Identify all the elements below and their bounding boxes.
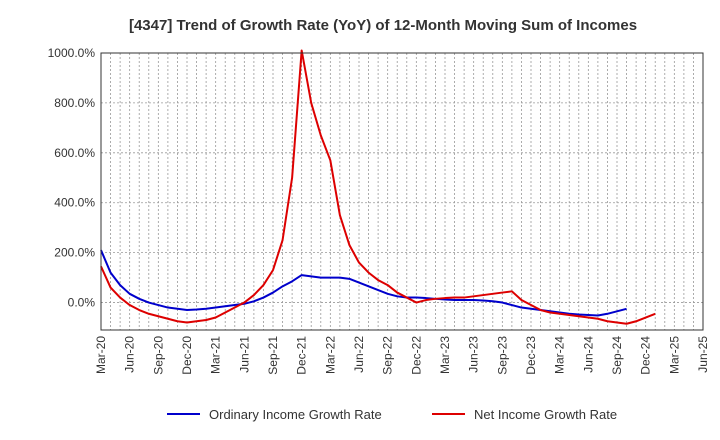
x-tick-label: Jun-24 — [581, 336, 595, 373]
y-tick-label: 800.0% — [54, 96, 95, 110]
x-tick-label: Jun-22 — [352, 336, 366, 373]
x-tick-label: Dec-24 — [639, 336, 653, 375]
y-axis-ticks: 0.0% 200.0% 400.0% 600.0% 800.0% 1000.0% — [48, 46, 96, 310]
plot-frame — [100, 52, 704, 331]
x-tick-label: Jun-25 — [696, 336, 710, 373]
x-tick-label: Mar-25 — [667, 336, 681, 374]
x-tick-label: Sep-22 — [381, 336, 395, 375]
x-tick-label: Dec-21 — [295, 336, 309, 375]
x-tick-label: Mar-20 — [94, 336, 108, 374]
x-tick-label: Jun-20 — [123, 336, 137, 373]
x-tick-label: Jun-23 — [467, 336, 481, 373]
series-line-ordinary-income-growth-rate — [100, 249, 627, 317]
series-lines — [100, 49, 656, 325]
x-tick-label: Mar-21 — [209, 336, 223, 374]
legend-label: Net Income Growth Rate — [474, 407, 617, 422]
legend: Ordinary Income Growth Rate Net Income Gr… — [167, 407, 617, 422]
grid — [101, 52, 703, 330]
x-tick-label: Dec-23 — [524, 336, 538, 375]
y-tick-label: 200.0% — [54, 246, 95, 260]
series-line-net-income-growth-rate — [100, 49, 656, 325]
x-axis-ticks: Mar-20 Jun-20 Sep-20 Dec-20 Mar-21 Jun-21 Sep-… — [94, 336, 710, 375]
y-tick-label: 1000.0% — [48, 46, 96, 60]
x-tick-label: Sep-20 — [151, 336, 165, 375]
x-tick-label: Sep-23 — [495, 336, 509, 375]
x-tick-label: Dec-20 — [180, 336, 194, 375]
y-tick-label: 0.0% — [68, 296, 96, 310]
chart-title: [4347] Trend of Growth Rate (YoY) of 12-… — [129, 17, 637, 34]
legend-label: Ordinary Income Growth Rate — [209, 407, 382, 422]
x-tick-label: Mar-23 — [438, 336, 452, 374]
x-tick-label: Mar-24 — [553, 336, 567, 374]
x-tick-label: Jun-21 — [237, 336, 251, 373]
y-tick-label: 400.0% — [54, 196, 95, 210]
x-tick-label: Sep-21 — [266, 336, 280, 375]
x-tick-label: Dec-22 — [409, 336, 423, 375]
y-tick-label: 600.0% — [54, 146, 95, 160]
x-tick-label: Sep-24 — [610, 336, 624, 375]
x-tick-label: Mar-22 — [323, 336, 337, 374]
